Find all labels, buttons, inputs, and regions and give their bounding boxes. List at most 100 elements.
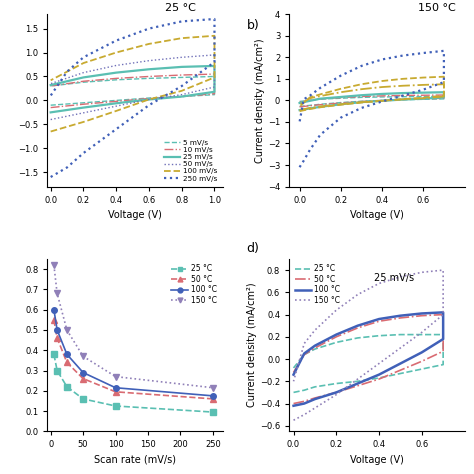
150 °C [312,405,318,411]
5 mV/s [441,96,447,102]
10 mV/s [359,94,365,100]
250 mV/s [359,63,365,69]
10 mV/s [338,100,344,106]
250 mV/s [379,99,385,104]
250 mV/s [297,119,302,125]
100 mV/s [338,86,344,91]
50 °C [55,335,60,341]
25 °C [355,335,361,341]
100 mV/s [359,100,365,105]
25 °C [419,332,425,337]
100 mV/s [211,33,217,38]
25 mV/s [400,97,406,102]
150 °C [376,361,382,366]
25 °C [333,381,339,386]
100 °C [333,332,339,337]
5 mV/s [338,95,344,101]
100 °C [333,390,339,395]
250 mV/s [400,93,406,99]
Line: 5 mV/s: 5 mV/s [300,97,444,107]
100 °C [440,310,446,315]
100 mV/s [146,41,152,47]
10 mV/s [379,98,385,103]
100 °C [55,327,60,333]
25 mV/s [420,96,426,101]
50 mV/s [146,58,152,64]
5 mV/s [379,98,385,103]
100 mV/s [379,98,385,104]
Line: 10 mV/s: 10 mV/s [51,74,214,108]
X-axis label: Voltage (V): Voltage (V) [350,455,404,465]
Y-axis label: Current density (mA/cm²): Current density (mA/cm²) [255,38,265,163]
50 mV/s [146,97,152,102]
250 mV/s [64,164,70,170]
50 °C [333,390,339,395]
10 mV/s [338,95,344,100]
250 mV/s [301,158,307,164]
100 °C [301,351,307,356]
100 °C [376,316,382,322]
10 mV/s [441,92,447,98]
150 °C [312,328,318,333]
50 mV/s [48,81,54,86]
100 mV/s [307,94,313,100]
Text: d): d) [246,242,259,255]
50 mV/s [113,63,119,68]
25 °C [376,333,382,338]
25 mV/s [297,100,302,106]
25 mV/s [318,104,323,109]
250 mV/s [318,132,323,138]
Line: 100 mV/s: 100 mV/s [51,36,214,131]
50 mV/s [179,92,184,98]
5 mV/s [81,79,86,85]
100 mV/s [307,106,313,112]
25 mV/s [211,63,217,69]
100 mV/s [113,50,119,55]
100 mV/s [81,60,86,66]
50 °C [64,360,70,365]
5 mV/s [297,104,302,109]
100 mV/s [420,75,426,81]
100 °C [312,396,318,402]
50 mV/s [441,82,447,87]
150 °C [419,270,425,275]
250 mV/s [146,102,152,108]
250 mV/s [146,26,152,31]
50 °C [419,313,425,319]
10 mV/s [297,99,302,105]
10 mV/s [441,95,447,101]
25 mV/s [379,91,385,97]
250 mV/s [338,73,344,79]
10 mV/s [81,101,86,107]
10 mV/s [359,99,365,104]
10 mV/s [211,91,217,97]
250 mV/s [81,55,86,60]
50 mV/s [400,83,406,89]
10 mV/s [48,105,54,110]
150 °C [64,327,70,333]
250 mV/s [81,150,86,156]
100 °C [376,372,382,377]
5 mV/s [359,94,365,100]
50 °C [398,367,403,373]
25 mV/s [113,100,119,106]
50 mV/s [113,103,119,109]
100 mV/s [441,74,447,80]
150 °C [376,281,382,286]
Line: 10 mV/s: 10 mV/s [300,95,444,107]
50 mV/s [420,82,426,88]
50 mV/s [179,55,184,60]
Line: 5 mV/s: 5 mV/s [51,76,214,105]
25 °C [312,384,318,390]
10 mV/s [400,97,406,102]
100 °C [291,372,296,377]
Legend: 5 mV/s, 10 mV/s, 25 mV/s, 50 mV/s, 100 mV/s, 250 mV/s: 5 mV/s, 10 mV/s, 25 mV/s, 50 mV/s, 100 m… [162,138,219,183]
50 °C [113,389,118,395]
50 mV/s [307,105,313,111]
50 °C [440,348,446,354]
100 °C [440,336,446,342]
100 °C [301,401,307,406]
25 °C [301,387,307,393]
150 °C [398,345,403,351]
250 mV/s [301,97,307,102]
